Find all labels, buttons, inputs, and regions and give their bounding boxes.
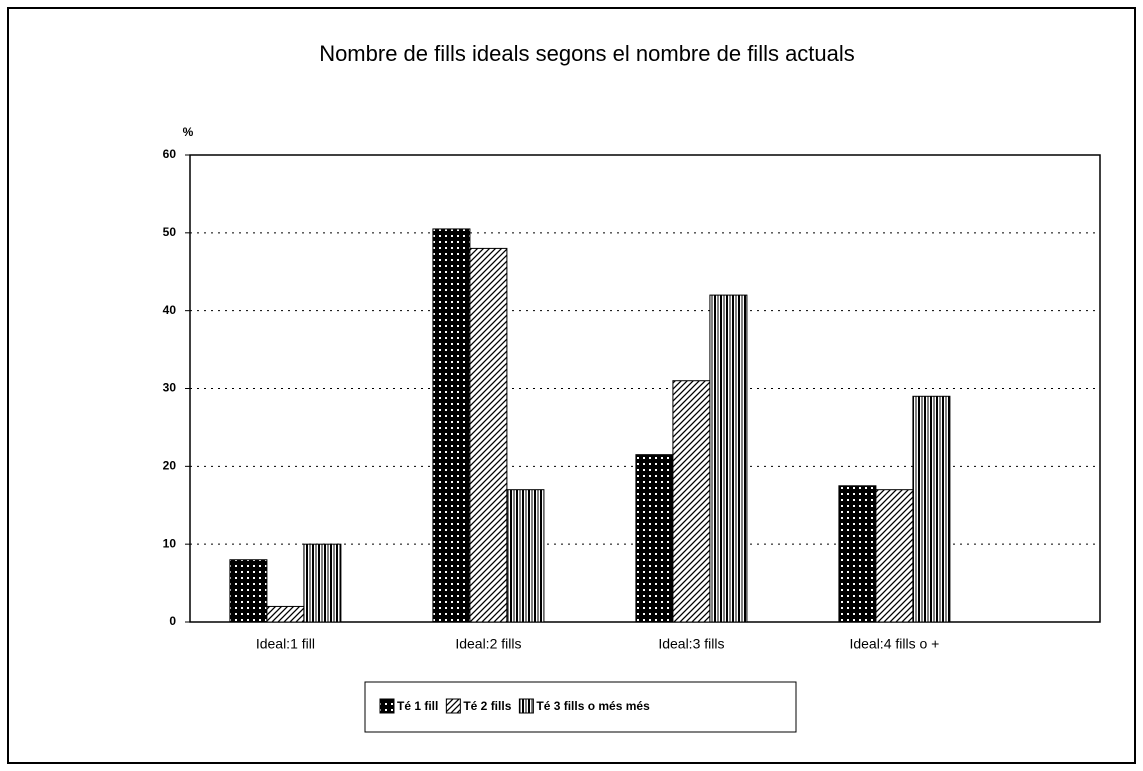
legend-swatch <box>445 698 461 714</box>
chart-title: Nombre de fills ideals segons el nombre … <box>319 41 855 66</box>
y-tick-label: 60 <box>163 147 177 161</box>
x-tick-label: Ideal:1 fill <box>256 636 315 652</box>
y-tick-label: 30 <box>163 381 177 395</box>
bar <box>469 247 508 623</box>
legend-label: Té 1 fill <box>397 699 438 713</box>
bar <box>229 559 268 623</box>
legend-label: Té 3 fills o més més <box>536 699 650 713</box>
bar <box>266 605 305 623</box>
x-tick-label: Ideal:4 fills o + <box>849 636 939 652</box>
legend-box <box>364 681 797 733</box>
y-tick-label: 0 <box>169 614 176 628</box>
frame <box>7 7 1136 764</box>
y-tick-label: 40 <box>163 303 177 317</box>
bar <box>432 228 471 623</box>
legend-swatch <box>379 698 395 714</box>
bar <box>838 485 877 623</box>
x-tick-label: Ideal:2 fills <box>455 636 521 652</box>
bar <box>506 489 545 623</box>
bar <box>303 543 342 623</box>
y-tick-label: 50 <box>163 225 177 239</box>
y-tick-label: 20 <box>163 459 177 473</box>
bar <box>672 380 711 623</box>
y-tick-label: 10 <box>163 536 177 550</box>
x-tick-label: Ideal:3 fills <box>658 636 724 652</box>
legend-label: Té 2 fills <box>463 699 511 713</box>
bar <box>709 294 748 623</box>
legend-swatch <box>518 698 534 714</box>
y-axis-label: % <box>183 125 194 139</box>
bar <box>912 395 951 623</box>
bar <box>875 489 914 623</box>
bar <box>635 454 674 623</box>
